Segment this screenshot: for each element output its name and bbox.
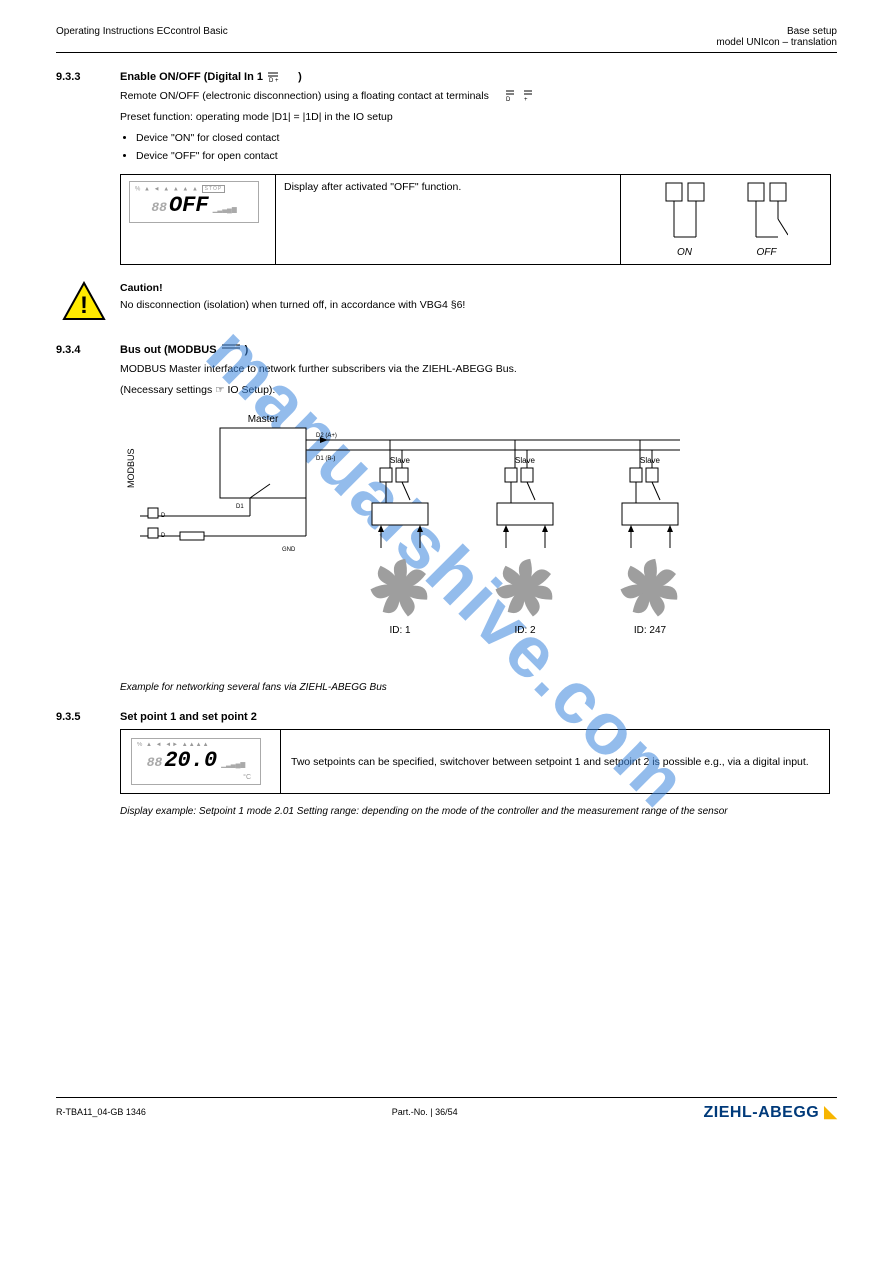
svg-text:ID: 2: ID: 2 — [514, 625, 536, 636]
terminal-off: OFF — [746, 181, 788, 258]
diagram-caption-934: Example for networking several fans via … — [120, 682, 837, 693]
footer-logo-icon: ◣ — [824, 1104, 837, 1121]
p934-2a: (Necessary settings — [120, 384, 215, 396]
header-left: Operating Instructions ECcontrol Basic — [56, 26, 228, 48]
caution-body: No disconnection (isolation) when turned… — [120, 298, 465, 313]
header-right: Base setup model UNIcon – translation — [716, 26, 837, 48]
page-footer: R-TBA11_04-GB 1346 Part.-No. | 36/54 ZIE… — [56, 1097, 837, 1122]
title-933-icons: D+ — [266, 71, 298, 83]
svg-text:ID: 1: ID: 1 — [389, 625, 411, 636]
svg-text:D1 (B-): D1 (B-) — [316, 456, 335, 462]
svg-text:D: D — [269, 78, 274, 83]
svg-text:!: ! — [80, 292, 88, 319]
footer-logo-text: ZIEHL-ABEGG — [704, 1104, 820, 1121]
title-933-a: Enable ON/OFF (Digital In 1 — [120, 71, 266, 83]
caution-text: Caution! No disconnection (isolation) wh… — [120, 281, 465, 313]
section-933-body: Remote ON/OFF (electronic disconnection)… — [120, 89, 837, 164]
svg-text:Master: Master — [248, 414, 279, 425]
hand-icon: ☞ — [215, 384, 224, 396]
svg-text:Slave: Slave — [390, 456, 411, 465]
fan-1 — [378, 525, 423, 548]
section-934-heading: 9.3.4 Bus out (MODBUS ) — [56, 344, 837, 356]
title-934-b: ) — [245, 344, 249, 356]
cell-text-935: Two setpoints can be specified, switchov… — [281, 730, 830, 794]
section-title-934: Bus out (MODBUS ) — [120, 344, 248, 356]
fan-icon-1 — [368, 556, 430, 617]
svg-text:+: + — [524, 97, 528, 103]
svg-text:D: D — [161, 513, 166, 519]
svg-text:Slave: Slave — [515, 456, 536, 465]
svg-text:Slave: Slave — [640, 456, 661, 465]
bullets-933: Device "ON" for closed contact Device "O… — [120, 131, 837, 163]
p933-1a: Remote ON/OFF (electronic disconnection)… — [120, 90, 492, 102]
section-num-935: 9.3.5 — [56, 711, 106, 723]
svg-text:D: D — [161, 533, 166, 539]
caution-block: ! Caution! No disconnection (isolation) … — [56, 281, 837, 326]
bullet-933-0: Device "ON" for closed contact — [136, 131, 837, 146]
footer-center: Part.-No. | 36/54 — [392, 1107, 458, 1117]
title-933-b: ) — [298, 71, 302, 83]
svg-text:ID: 247: ID: 247 — [634, 625, 667, 636]
lcd-symbols-off: % ▲ ◄ ▲ ▲ ▲ ▲ STOP — [135, 185, 253, 193]
page-header: Operating Instructions ECcontrol Basic B… — [56, 26, 837, 53]
svg-text:D2 (A+): D2 (A+) — [316, 433, 337, 439]
section-934-body: MODBUS Master interface to network furth… — [120, 362, 837, 398]
caption-935: Display example: Setpoint 1 mode 2.01 Se… — [120, 806, 837, 817]
table-933: % ▲ ◄ ▲ ▲ ▲ ▲ STOP 88OFF ▁▂▃▄▅ Display a… — [120, 174, 831, 265]
section-title-935: Set point 1 and set point 2 — [120, 711, 257, 723]
header-right-line2: model UNIcon – translation — [716, 37, 837, 48]
cell-lcd-933: % ▲ ◄ ▲ ▲ ▲ ▲ STOP 88OFF ▁▂▃▄▅ — [121, 174, 276, 264]
section-num-934: 9.3.4 — [56, 344, 106, 356]
footer-left: R-TBA11_04-GB 1346 — [56, 1107, 146, 1117]
lcd-value-temp: 8820.0 ▁▂▃▄▅ — [137, 748, 255, 774]
svg-text:D1: D1 — [236, 504, 244, 510]
svg-text:+: + — [275, 78, 280, 83]
svg-text:D: D — [506, 97, 511, 103]
section-title-933: Enable ON/OFF (Digital In 1 D+ ) — [120, 71, 302, 83]
p934-1: MODBUS Master interface to network furth… — [120, 362, 837, 377]
title-934-a: Bus out (MODBUS — [120, 344, 220, 356]
svg-text:GND: GND — [282, 547, 296, 553]
table-935: % ▲ ◄ ◄► ▲▲▲▲ 8820.0 ▁▂▃▄▅ °C Two setpoi… — [120, 729, 830, 794]
section-num-933: 9.3.3 — [56, 71, 106, 83]
header-right-line1: Base setup — [716, 26, 837, 37]
cell-mid-933: Display after activated "OFF" function. — [276, 174, 621, 264]
caution-icon: ! — [56, 281, 110, 326]
cell-lcd-935: % ▲ ◄ ◄► ▲▲▲▲ 8820.0 ▁▂▃▄▅ °C — [121, 730, 281, 794]
cell-right-933: ON OFF — [621, 174, 831, 264]
p934-2b: IO Setup). — [227, 384, 275, 396]
lcd-unit-temp: °C — [137, 774, 255, 781]
lcd-value-off: 88OFF ▁▂▃▄▅ — [135, 193, 253, 219]
footer-logo: ZIEHL-ABEGG ◣ — [704, 1102, 837, 1122]
p933-2: Preset function: operating mode |D1| = |… — [120, 110, 837, 125]
lcd-box-off: % ▲ ◄ ▲ ▲ ▲ ▲ STOP 88OFF ▁▂▃▄▅ — [129, 181, 259, 223]
svg-text:MODBUS: MODBUS — [126, 449, 136, 489]
fan-icon-3 — [618, 556, 680, 617]
fan-2 — [503, 525, 548, 548]
terminal-on: ON — [664, 181, 706, 258]
network-diagram: D2 (A+) D1 (B-) Slave Slave — [120, 408, 730, 668]
lcd-box-temp: % ▲ ◄ ◄► ▲▲▲▲ 8820.0 ▁▂▃▄▅ °C — [131, 738, 261, 785]
fan-icon-2 — [493, 556, 555, 617]
section-933-heading: 9.3.3 Enable ON/OFF (Digital In 1 D+ ) — [56, 71, 837, 83]
bullet-933-1: Device "OFF" for open contact — [136, 149, 837, 164]
terminal-on-label: ON — [664, 247, 706, 258]
caution-head: Caution! — [120, 281, 465, 296]
fan-3 — [628, 525, 673, 548]
terminal-off-label: OFF — [746, 247, 788, 258]
section-935-heading: 9.3.5 Set point 1 and set point 2 — [56, 711, 837, 723]
